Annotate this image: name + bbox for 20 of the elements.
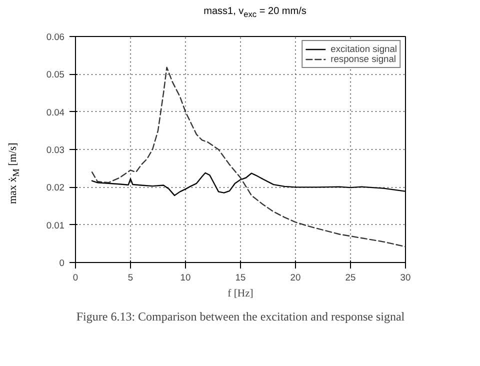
x-tick-label: 0: [72, 272, 78, 282]
x-axis-title: f [Hz]: [228, 288, 254, 300]
chart-title: mass1, v$_{exc}$ = 20 mm/s: [204, 5, 306, 21]
caption: Figure 6.13: Comparison between the excitation and response signal: [76, 310, 406, 324]
y-tick-label: 0.05: [46, 70, 64, 80]
line-series: [91, 66, 406, 248]
y-tick-label: 0.02: [46, 182, 64, 193]
x-tick-label: 20: [290, 272, 301, 282]
legend-label: response signal: [330, 54, 396, 64]
x-tick-label: 5: [128, 272, 134, 282]
y-tick-label: 0.03: [46, 145, 64, 155]
y-tick-label: 0.06: [46, 32, 64, 42]
x-tick-label: 30: [400, 272, 411, 282]
y-tick-label: 0: [59, 258, 65, 268]
y-tick-label: 0.01: [46, 220, 64, 230]
x-tick-label: 25: [345, 272, 356, 282]
x-tick-label: 10: [180, 272, 191, 282]
y-tick-label: 0.04: [46, 107, 64, 118]
legend-label: excitation signal: [330, 44, 397, 54]
x-tick-label: 15: [235, 272, 246, 282]
